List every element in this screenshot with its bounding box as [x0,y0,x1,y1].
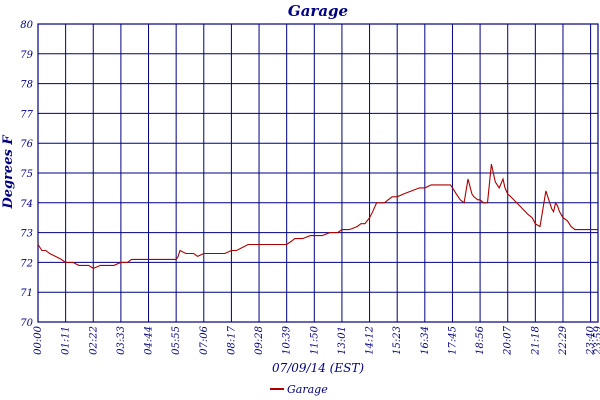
grid-lines [37,23,599,323]
x-tick-label: 10:39 [282,325,293,354]
x-tick-label: 11:50 [309,325,320,354]
x-tick-label: 01:11 [61,326,72,355]
x-tick-label: 07:06 [199,325,210,354]
series-line-garage [37,163,598,270]
x-tick-label: 20:07 [503,325,514,355]
y-tick-label: 74 [20,199,33,210]
x-tick-label: 23:40 [586,325,597,355]
x-tick-label: 08:17 [226,325,237,354]
y-tick-label: 76 [20,139,33,150]
x-tick-label: 04:44 [144,326,155,355]
chart-title: Garage [288,2,348,20]
x-tick-label: 02:22 [88,326,99,355]
y-tick-label: 78 [20,80,33,91]
legend-label: Garage [287,383,328,396]
x-tick-label: 05:55 [171,326,182,355]
x-tick-label: 23:59 [593,325,600,355]
y-tick-label: 70 [20,318,33,329]
x-tick-label: 18:56 [475,325,486,354]
x-tick-label: 13:01 [337,326,348,355]
x-tick-label: 14:12 [365,326,376,355]
x-tick-label: 22:29 [558,325,569,355]
x-tick-label: 09:28 [254,326,265,355]
y-tick-label: 77 [20,109,33,120]
x-axis-label: 07/09/14 (EST) [272,361,364,375]
x-tick-label: 03:33 [116,326,127,355]
plot-frame [37,23,599,323]
x-tick-labels: 00:00 01:11 02:22 03:33 04:44 05:55 07:06 08:17… [33,325,600,355]
x-tick-label: 15:23 [392,326,403,355]
x-tick-label: 21:18 [530,326,541,356]
y-tick-label: 71 [20,288,33,299]
y-tick-label: 72 [20,258,33,269]
x-tick-label: 17:45 [447,326,458,355]
y-tick-label: 80 [20,20,33,31]
y-axis-label: Degrees F [1,135,16,210]
y-tick-label: 73 [20,229,33,240]
y-tick-label: 79 [20,50,33,61]
legend: Garage [270,383,328,396]
y-tick-labels: 70 71 72 73 74 75 76 77 78 79 80 [20,20,33,329]
x-tick-label: 00:00 [33,325,44,354]
y-tick-label: 75 [20,169,33,180]
x-tick-label: 16:34 [420,326,431,355]
